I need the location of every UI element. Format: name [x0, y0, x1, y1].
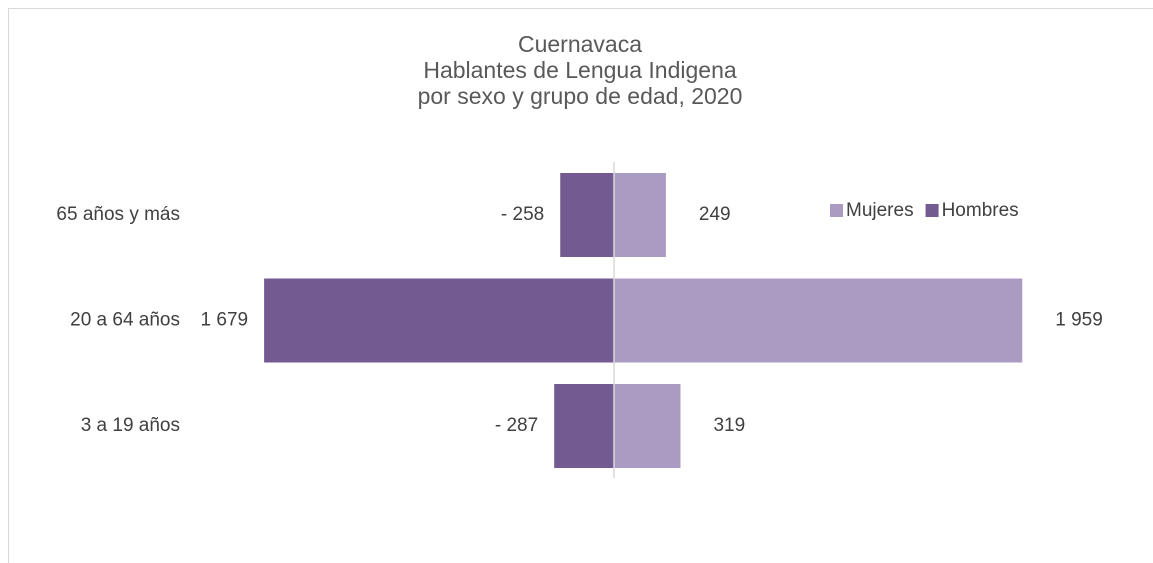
legend-label: Hombres [942, 200, 1019, 221]
chart-title: por sexo y grupo de edad, 2020 [418, 83, 743, 109]
data-label: 319 [713, 415, 745, 436]
legend-swatch [925, 204, 939, 217]
data-label: - 258 [501, 204, 544, 225]
chart-border [8, 8, 1153, 563]
y-tick-label: 20 a 64 años [70, 310, 180, 331]
y-tick-label: 65 años y más [56, 204, 180, 225]
bar [614, 278, 1023, 363]
data-label: 249 [699, 204, 731, 225]
bar [614, 173, 666, 257]
bar [554, 384, 614, 468]
legend-swatch [830, 204, 843, 217]
bar [614, 384, 681, 468]
chart-title: Cuernavaca [518, 31, 642, 57]
data-label: - 287 [495, 415, 538, 436]
bar [560, 173, 614, 257]
y-tick-label: 3 a 19 años [81, 415, 180, 436]
bar [264, 278, 614, 363]
data-label: 1 679 [201, 310, 249, 331]
chart-title: Hablantes de Lengua Indigena [423, 57, 737, 83]
data-label: 1 959 [1055, 310, 1103, 331]
legend-label: Mujeres [846, 200, 914, 221]
